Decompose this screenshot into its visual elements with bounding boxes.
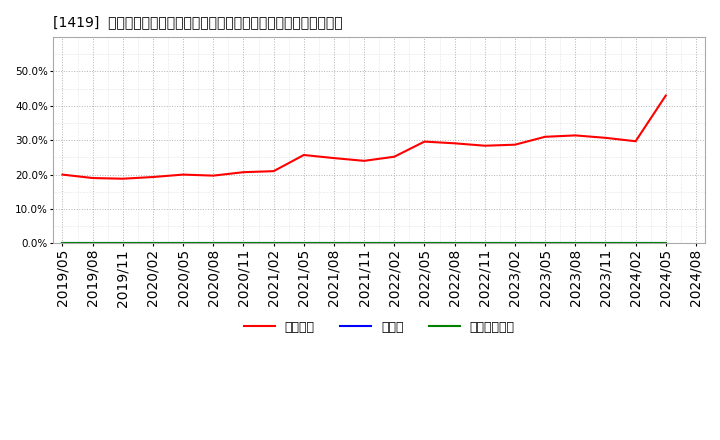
のれん — [269, 241, 278, 246]
繰延税金資産 — [330, 241, 338, 246]
自己資本 — [662, 93, 670, 98]
繰延税金資産 — [209, 241, 217, 246]
繰延税金資産 — [148, 241, 157, 246]
繰延税金資産 — [420, 241, 429, 246]
のれん — [541, 241, 549, 246]
Text: [1419]  自己資本、のれん、繰延税金資産の総資産に対する比率の推移: [1419] 自己資本、のれん、繰延税金資産の総資産に対する比率の推移 — [53, 15, 343, 29]
繰延税金資産 — [601, 241, 610, 246]
のれん — [148, 241, 157, 246]
自己資本 — [239, 169, 248, 175]
のれん — [300, 241, 308, 246]
自己資本 — [89, 176, 97, 181]
自己資本 — [119, 176, 127, 181]
自己資本 — [360, 158, 369, 164]
自己資本 — [601, 135, 610, 140]
自己資本 — [179, 172, 187, 177]
のれん — [601, 241, 610, 246]
自己資本 — [510, 142, 519, 147]
繰延税金資産 — [450, 241, 459, 246]
のれん — [420, 241, 429, 246]
繰延税金資産 — [541, 241, 549, 246]
自己資本 — [571, 133, 580, 138]
のれん — [360, 241, 369, 246]
のれん — [631, 241, 640, 246]
自己資本 — [330, 155, 338, 161]
のれん — [179, 241, 187, 246]
繰延税金資産 — [631, 241, 640, 246]
繰延税金資産 — [571, 241, 580, 246]
Line: 自己資本: 自己資本 — [63, 95, 666, 179]
のれん — [89, 241, 97, 246]
繰延税金資産 — [480, 241, 489, 246]
のれん — [239, 241, 248, 246]
繰延税金資産 — [662, 241, 670, 246]
のれん — [390, 241, 399, 246]
繰延税金資産 — [58, 241, 67, 246]
繰延税金資産 — [300, 241, 308, 246]
自己資本 — [209, 173, 217, 178]
自己資本 — [58, 172, 67, 177]
のれん — [571, 241, 580, 246]
繰延税金資産 — [239, 241, 248, 246]
繰延税金資産 — [360, 241, 369, 246]
自己資本 — [390, 154, 399, 159]
自己資本 — [269, 169, 278, 174]
のれん — [119, 241, 127, 246]
繰延税金資産 — [390, 241, 399, 246]
のれん — [209, 241, 217, 246]
のれん — [480, 241, 489, 246]
のれん — [450, 241, 459, 246]
自己資本 — [420, 139, 429, 144]
自己資本 — [148, 174, 157, 180]
自己資本 — [541, 134, 549, 139]
Legend: 自己資本, のれん, 繰延税金資産: 自己資本, のれん, 繰延税金資産 — [238, 315, 520, 338]
自己資本 — [480, 143, 489, 148]
繰延税金資産 — [89, 241, 97, 246]
自己資本 — [631, 139, 640, 144]
自己資本 — [450, 141, 459, 146]
繰延税金資産 — [269, 241, 278, 246]
自己資本 — [300, 152, 308, 158]
繰延税金資産 — [119, 241, 127, 246]
のれん — [58, 241, 67, 246]
のれん — [510, 241, 519, 246]
のれん — [662, 241, 670, 246]
繰延税金資産 — [179, 241, 187, 246]
繰延税金資産 — [510, 241, 519, 246]
のれん — [330, 241, 338, 246]
